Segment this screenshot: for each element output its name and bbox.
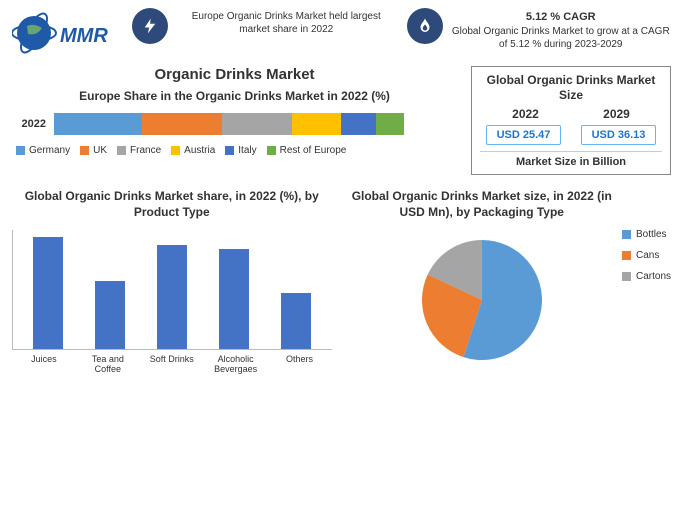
bar-column xyxy=(82,281,138,349)
legend-label: Austria xyxy=(184,145,215,156)
stacked-segment xyxy=(222,113,292,135)
stacked-segment xyxy=(292,113,341,135)
pie-chart xyxy=(412,230,552,370)
bar-x-label: Soft Drinks xyxy=(143,354,201,374)
callout-2-headline: 5.12 % CAGR xyxy=(451,10,672,24)
bar xyxy=(95,281,125,349)
header-row: MMR Europe Organic Drinks Market held la… xyxy=(0,0,683,62)
callout-cagr: 5.12 % CAGR Global Organic Drinks Market… xyxy=(407,8,672,51)
bar-column xyxy=(206,249,262,349)
legend-item: Rest of Europe xyxy=(267,145,347,156)
legend-label: Germany xyxy=(29,145,70,156)
legend-item: Austria xyxy=(171,145,215,156)
size-val-b: USD 36.13 xyxy=(581,125,657,145)
bar-chart-panel: Global Organic Drinks Market share, in 2… xyxy=(12,189,332,374)
stacked-segment xyxy=(142,113,223,135)
stacked-legend: Germany UK France Austria Italy Rest of Europ… xyxy=(12,145,457,156)
flame-icon xyxy=(407,8,443,44)
pie-legend: Bottles Cans Cartons xyxy=(622,189,671,282)
bottom-row: Global Organic Drinks Market share, in 2… xyxy=(0,183,683,380)
size-year-b: 2029 xyxy=(603,107,630,121)
stacked-segment xyxy=(54,113,142,135)
size-val-a: USD 25.47 xyxy=(486,125,562,145)
legend-label: UK xyxy=(93,145,107,156)
market-size-card: Global Organic Drinks Market Size 2022 2… xyxy=(471,66,671,175)
bar-chart xyxy=(12,230,332,350)
mmr-logo: MMR xyxy=(12,8,122,58)
legend-swatch xyxy=(16,146,25,155)
legend-swatch xyxy=(267,146,276,155)
stacked-segment xyxy=(341,113,376,135)
europe-chart-block: Organic Drinks Market Europe Share in th… xyxy=(12,66,457,175)
legend-label: Bottles xyxy=(636,229,667,240)
legend-swatch xyxy=(171,146,180,155)
mid-row: Organic Drinks Market Europe Share in th… xyxy=(0,62,683,183)
lightning-icon xyxy=(132,8,168,44)
size-unit: Market Size in Billion xyxy=(480,151,662,168)
legend-swatch xyxy=(80,146,89,155)
pie-chart-panel: Global Organic Drinks Market size, in 20… xyxy=(352,189,672,374)
bar-x-label: Others xyxy=(271,354,329,374)
bar xyxy=(157,245,187,349)
bar-column xyxy=(144,245,200,349)
callout-europe-share: Europe Organic Drinks Market held larges… xyxy=(132,8,397,44)
svg-text:MMR: MMR xyxy=(60,25,108,47)
legend-swatch xyxy=(225,146,234,155)
legend-label: Cans xyxy=(636,250,659,261)
legend-item: Germany xyxy=(16,145,70,156)
bar xyxy=(33,237,63,349)
bar-column xyxy=(268,293,324,349)
legend-label: France xyxy=(130,145,161,156)
legend-swatch xyxy=(117,146,126,155)
size-year-a: 2022 xyxy=(512,107,539,121)
legend-label: Cartons xyxy=(636,271,671,282)
legend-item: Italy xyxy=(225,145,256,156)
legend-swatch xyxy=(622,272,631,281)
stacked-y-label: 2022 xyxy=(12,118,46,130)
legend-swatch xyxy=(622,251,631,260)
pie-legend-item: Bottles xyxy=(622,229,671,240)
bar-column xyxy=(20,237,76,349)
callout-2-text: Global Organic Drinks Market to grow at … xyxy=(451,25,672,51)
bar-x-labels: Juices Tea and Coffee Soft Drinks Alcoholic… xyxy=(12,354,332,374)
bar xyxy=(281,293,311,349)
size-card-title: Global Organic Drinks Market Size xyxy=(480,73,662,103)
callout-1-text: Europe Organic Drinks Market held larges… xyxy=(176,10,397,36)
stacked-bar xyxy=(54,113,404,135)
legend-label: Rest of Europe xyxy=(280,145,347,156)
bar-chart-title: Global Organic Drinks Market share, in 2… xyxy=(12,189,332,220)
legend-item: France xyxy=(117,145,161,156)
pie-legend-item: Cartons xyxy=(622,271,671,282)
bar xyxy=(219,249,249,349)
pie-chart-title: Global Organic Drinks Market size, in 20… xyxy=(352,189,612,220)
legend-label: Italy xyxy=(238,145,256,156)
pie-legend-item: Cans xyxy=(622,250,671,261)
stacked-segment xyxy=(376,113,404,135)
legend-item: UK xyxy=(80,145,107,156)
bar-x-label: Tea and Coffee xyxy=(79,354,137,374)
legend-swatch xyxy=(622,230,631,239)
main-title: Organic Drinks Market xyxy=(12,66,457,83)
bar-x-label: Alcoholic Bevergaes xyxy=(207,354,265,374)
bar-x-label: Juices xyxy=(15,354,73,374)
europe-subtitle: Europe Share in the Organic Drinks Marke… xyxy=(12,89,457,103)
